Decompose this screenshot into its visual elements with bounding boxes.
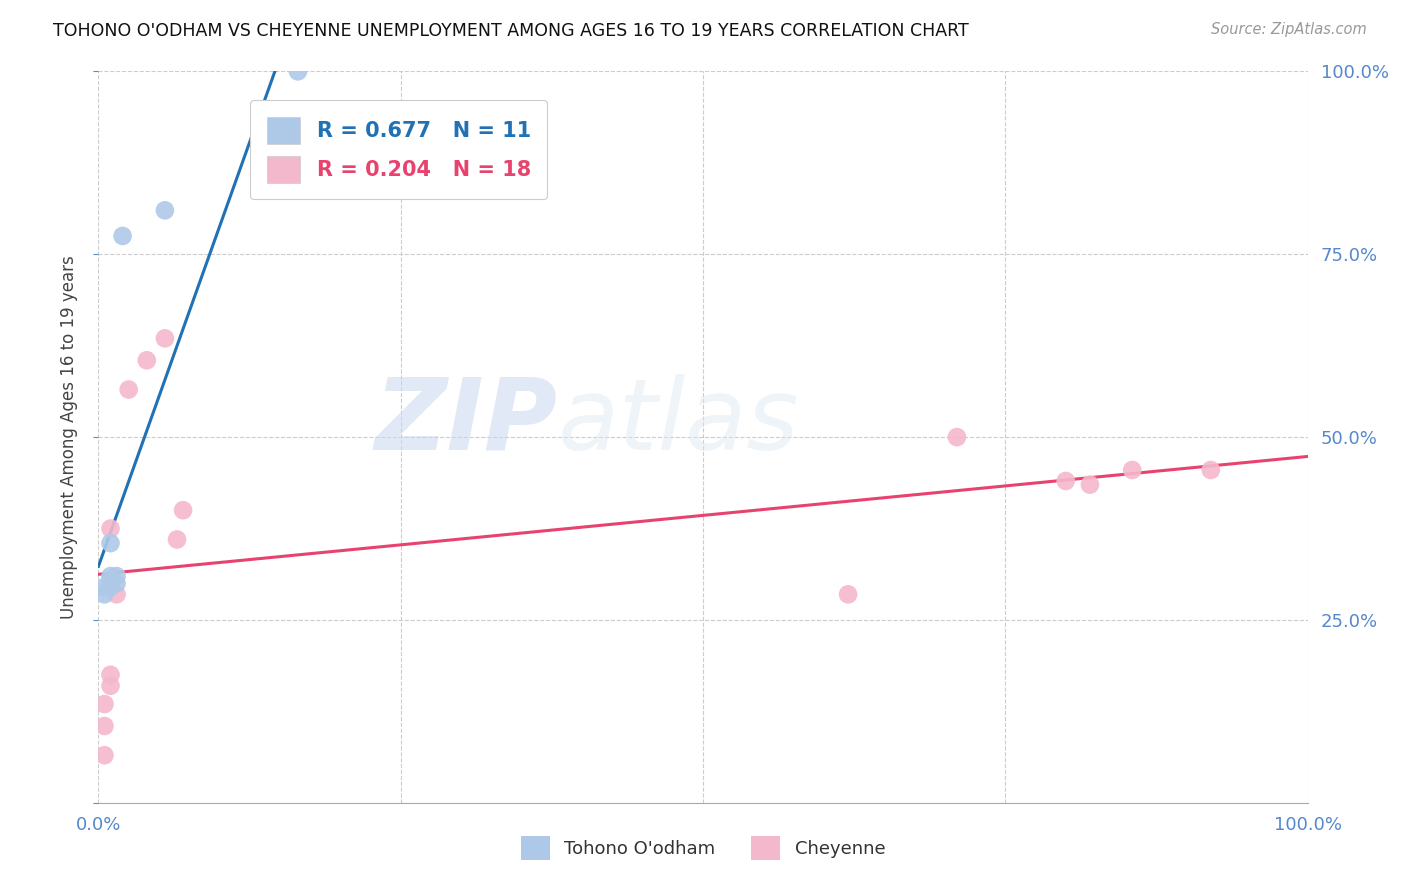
- Text: Source: ZipAtlas.com: Source: ZipAtlas.com: [1211, 22, 1367, 37]
- Text: TOHONO O'ODHAM VS CHEYENNE UNEMPLOYMENT AMONG AGES 16 TO 19 YEARS CORRELATION CH: TOHONO O'ODHAM VS CHEYENNE UNEMPLOYMENT …: [53, 22, 969, 40]
- Point: [153, 203, 176, 218]
- Point: [100, 679, 122, 693]
- Point: [1054, 474, 1077, 488]
- Point: [105, 576, 128, 591]
- Point: [135, 353, 157, 368]
- Point: [837, 587, 859, 601]
- Point: [118, 383, 141, 397]
- Point: [100, 521, 122, 535]
- Point: [93, 580, 115, 594]
- Point: [153, 331, 176, 345]
- Legend: Tohono O'odham, Cheyenne: Tohono O'odham, Cheyenne: [513, 830, 893, 867]
- Text: atlas: atlas: [558, 374, 800, 471]
- Point: [100, 569, 122, 583]
- Point: [93, 748, 115, 763]
- Point: [93, 697, 115, 711]
- Point: [100, 667, 122, 681]
- Point: [946, 430, 969, 444]
- Point: [105, 569, 128, 583]
- Text: ZIP: ZIP: [375, 374, 558, 471]
- Point: [166, 533, 188, 547]
- Point: [287, 64, 309, 78]
- Point: [1078, 477, 1101, 491]
- Point: [111, 228, 134, 243]
- Point: [93, 719, 115, 733]
- Point: [172, 503, 194, 517]
- Point: [1121, 463, 1143, 477]
- Point: [100, 573, 122, 587]
- Point: [100, 536, 122, 550]
- Point: [105, 587, 128, 601]
- Point: [93, 587, 115, 601]
- Y-axis label: Unemployment Among Ages 16 to 19 years: Unemployment Among Ages 16 to 19 years: [59, 255, 77, 619]
- Point: [100, 580, 122, 594]
- Point: [1199, 463, 1222, 477]
